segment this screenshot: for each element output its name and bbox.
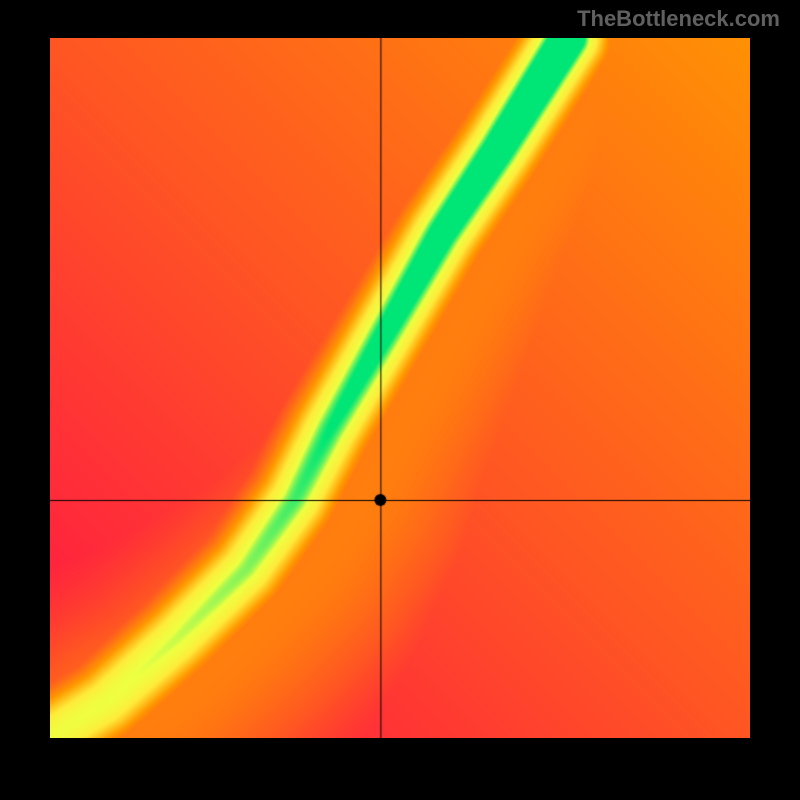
- heatmap-plot: [50, 38, 750, 738]
- watermark-text: TheBottleneck.com: [577, 6, 780, 32]
- heatmap-canvas: [50, 38, 750, 738]
